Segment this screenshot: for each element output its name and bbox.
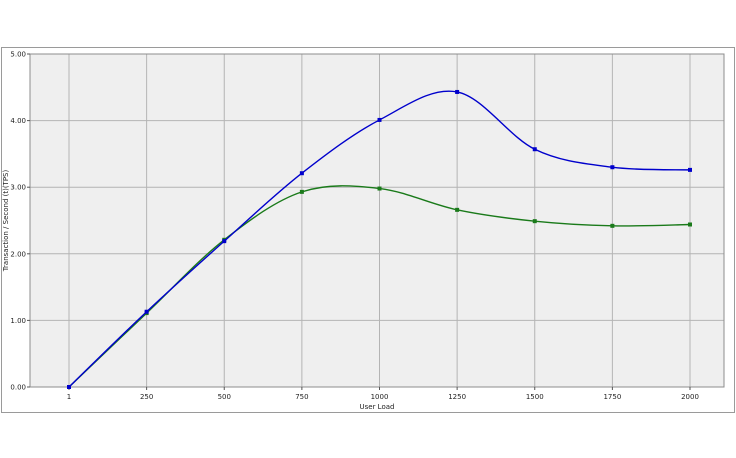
x-tick-label: 750 [295, 393, 308, 401]
y-axis-label: Transaction / Second (t)(TPS) [2, 170, 10, 273]
y-tick-label: 1.00 [10, 317, 26, 325]
y-tick-label: 3.00 [10, 184, 26, 192]
y-axis: 0.00 1.00 2.00 3.00 4.00 5.00 [10, 51, 30, 392]
x-tick-label: 1 [67, 393, 71, 401]
data-point [532, 147, 537, 152]
data-point [688, 222, 692, 227]
x-tick-label: 500 [218, 393, 231, 401]
x-tick-label: 1250 [448, 393, 466, 401]
data-point [299, 171, 304, 176]
y-tick-label: 4.00 [10, 117, 26, 125]
data-point [144, 309, 149, 314]
series-1 [67, 89, 692, 389]
data-point [67, 385, 71, 389]
x-axis-label: User Load [360, 403, 395, 411]
plot-area [30, 54, 724, 387]
data-point [610, 165, 615, 170]
series-line [68, 90, 691, 388]
x-tick-label: 1500 [526, 393, 544, 401]
x-tick-label: 250 [140, 393, 153, 401]
data-point [299, 189, 304, 194]
data-point [222, 239, 227, 244]
x-tick-label: 2000 [681, 393, 699, 401]
data-point [455, 207, 460, 212]
series-layer [67, 89, 692, 389]
x-tick-label: 1000 [371, 393, 389, 401]
data-point [688, 167, 692, 172]
data-point [532, 219, 537, 224]
data-point [377, 117, 382, 122]
plot-border [29, 53, 725, 388]
data-point [455, 89, 460, 94]
y-tick-label: 5.00 [10, 51, 26, 59]
y-tick-label: 0.00 [10, 384, 26, 392]
data-point [610, 223, 615, 228]
data-point [377, 186, 382, 191]
x-tick-label: 1750 [603, 393, 621, 401]
x-axis: 1 250 500 750 1000 1250 1500 1750 2000 [67, 387, 699, 401]
y-tick-label: 2.00 [10, 250, 26, 258]
